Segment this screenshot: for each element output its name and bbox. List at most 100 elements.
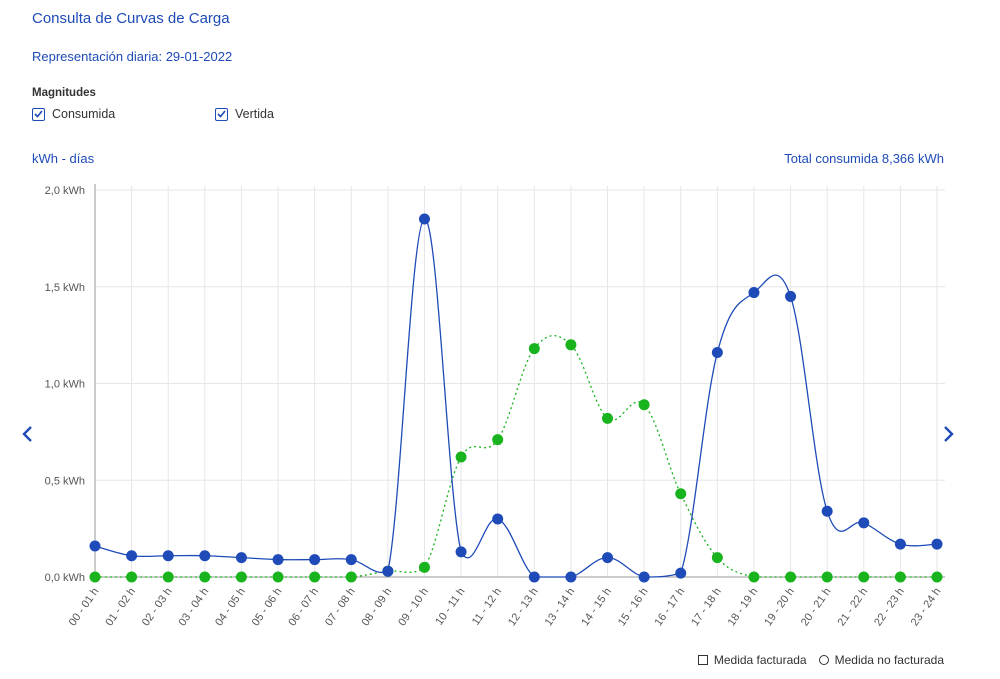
series-vertida-point[interactable] — [89, 571, 101, 583]
circle-icon — [818, 655, 829, 665]
series-consumida-point[interactable] — [894, 538, 906, 550]
page-title: Consulta de Curvas de Carga — [32, 10, 230, 27]
series-vertida-point[interactable] — [821, 571, 833, 583]
series-consumida-point[interactable] — [309, 554, 321, 566]
series-vertida-point[interactable] — [345, 571, 357, 583]
series-vertida-point[interactable] — [309, 571, 321, 583]
x-tick-label: 07 - 08 h — [323, 586, 358, 628]
series-consumida-point[interactable] — [858, 517, 870, 529]
series-consumida-point[interactable] — [455, 546, 467, 558]
next-day-button[interactable] — [936, 420, 962, 448]
series-vertida-point[interactable] — [602, 412, 614, 424]
checkbox-vertida-label: Vertida — [235, 107, 274, 121]
series-consumida-point[interactable] — [89, 540, 101, 552]
series-consumida-point[interactable] — [235, 552, 247, 564]
y-tick-label: 0,5 kWh — [45, 475, 85, 487]
series-consumida-point[interactable] — [785, 290, 797, 302]
units-label: kWh - días — [32, 151, 95, 166]
x-tick-label: 20 - 21 h — [799, 586, 834, 628]
checkmark-icon — [217, 110, 226, 118]
series-consumida-line — [94, 218, 938, 578]
chevron-left-icon — [22, 426, 32, 442]
series-vertida-point[interactable] — [711, 552, 723, 564]
series-vertida-point[interactable] — [418, 561, 430, 573]
x-tick-label: 08 - 09 h — [360, 586, 395, 628]
x-tick-label: 00 - 01 h — [67, 586, 102, 628]
checkmark-icon — [34, 110, 43, 118]
x-tick-label: 12 - 13 h — [506, 586, 541, 628]
series-consumida-point[interactable] — [272, 554, 284, 566]
x-tick-label: 13 - 14 h — [543, 586, 578, 628]
series-vertida-point[interactable] — [638, 399, 650, 411]
series-consumida-point[interactable] — [638, 571, 650, 583]
series-consumida-point[interactable] — [565, 571, 577, 583]
series-vertida-point[interactable] — [126, 571, 138, 583]
x-tick-label: 01 - 02 h — [103, 586, 138, 628]
y-tick-label: 1,0 kWh — [45, 379, 85, 391]
series-consumida-point[interactable] — [675, 567, 687, 579]
x-tick-label: 15 - 16 h — [616, 586, 651, 628]
series-consumida-point[interactable] — [382, 565, 394, 577]
series-consumida-point[interactable] — [711, 347, 723, 359]
chart-legend: Medida facturada Medida no facturada — [697, 653, 944, 667]
series-vertida-point[interactable] — [199, 571, 211, 583]
checkbox-consumida-box[interactable] — [32, 107, 45, 121]
y-tick-label: 1,5 kWh — [45, 282, 85, 294]
magnitudes-label: Magnitudes — [32, 87, 96, 99]
legend-facturada: Medida facturada — [697, 653, 807, 667]
x-tick-label: 09 - 10 h — [396, 586, 431, 628]
series-consumida-point[interactable] — [528, 571, 540, 583]
x-tick-label: 14 - 15 h — [579, 586, 614, 628]
representation-date: Representación diaria: 29-01-2022 — [32, 49, 233, 64]
series-vertida-point[interactable] — [492, 434, 504, 446]
series-vertida-point[interactable] — [858, 571, 870, 583]
chevron-right-icon — [944, 426, 954, 442]
total-consumida: Total consumida 8,366 kWh — [784, 151, 944, 166]
y-tick-label: 2,0 kWh — [45, 185, 85, 197]
series-consumida-point[interactable] — [345, 554, 357, 566]
legend-facturada-label: Medida facturada — [713, 653, 807, 667]
series-consumida-point[interactable] — [602, 552, 614, 564]
square-icon — [697, 655, 708, 665]
x-tick-label: 22 - 23 h — [872, 586, 907, 628]
x-tick-label: 02 - 03 h — [140, 586, 175, 628]
series-vertida-point[interactable] — [675, 488, 687, 500]
series-vertida-point[interactable] — [748, 571, 760, 583]
checkbox-consumida[interactable]: Consumida — [32, 107, 115, 121]
series-vertida-point[interactable] — [528, 343, 540, 355]
series-consumida-point[interactable] — [418, 213, 430, 225]
checkbox-vertida-box[interactable] — [215, 107, 228, 121]
series-consumida-point[interactable] — [162, 550, 174, 562]
legend-no-facturada-label: Medida no facturada — [834, 653, 944, 667]
series-vertida-point[interactable] — [455, 451, 467, 463]
x-tick-label: 06 - 07 h — [286, 586, 321, 628]
series-vertida-point[interactable] — [894, 571, 906, 583]
series-consumida-point[interactable] — [931, 538, 943, 550]
x-tick-label: 04 - 05 h — [213, 586, 248, 628]
x-tick-label: 19 - 20 h — [762, 586, 797, 628]
x-tick-label: 10 - 11 h — [433, 586, 467, 628]
prev-day-button[interactable] — [14, 420, 40, 448]
x-tick-label: 16 - 17 h — [652, 586, 687, 628]
series-consumida-point[interactable] — [199, 550, 211, 562]
series-vertida-point[interactable] — [565, 339, 577, 351]
checkbox-consumida-label: Consumida — [52, 107, 116, 121]
x-tick-label: 11 - 12 h — [470, 586, 504, 628]
x-tick-label: 05 - 06 h — [250, 586, 285, 628]
checkbox-vertida[interactable]: Vertida — [215, 107, 274, 121]
x-tick-label: 17 - 18 h — [689, 586, 724, 628]
series-vertida-line — [95, 334, 937, 578]
series-vertida-point[interactable] — [931, 571, 943, 583]
series-vertida-point[interactable] — [272, 571, 284, 583]
series-vertida-point[interactable] — [785, 571, 797, 583]
series-consumida-point[interactable] — [492, 513, 504, 525]
series-vertida-point[interactable] — [235, 571, 247, 583]
series-consumida-point[interactable] — [126, 550, 138, 562]
y-tick-label: 0,0 kWh — [45, 572, 85, 584]
series-consumida-point[interactable] — [748, 287, 760, 299]
x-tick-label: 21 - 22 h — [836, 586, 871, 628]
x-tick-label: 23 - 24 h — [909, 586, 944, 628]
series-vertida-point[interactable] — [162, 571, 174, 583]
series-consumida-point[interactable] — [821, 505, 833, 517]
